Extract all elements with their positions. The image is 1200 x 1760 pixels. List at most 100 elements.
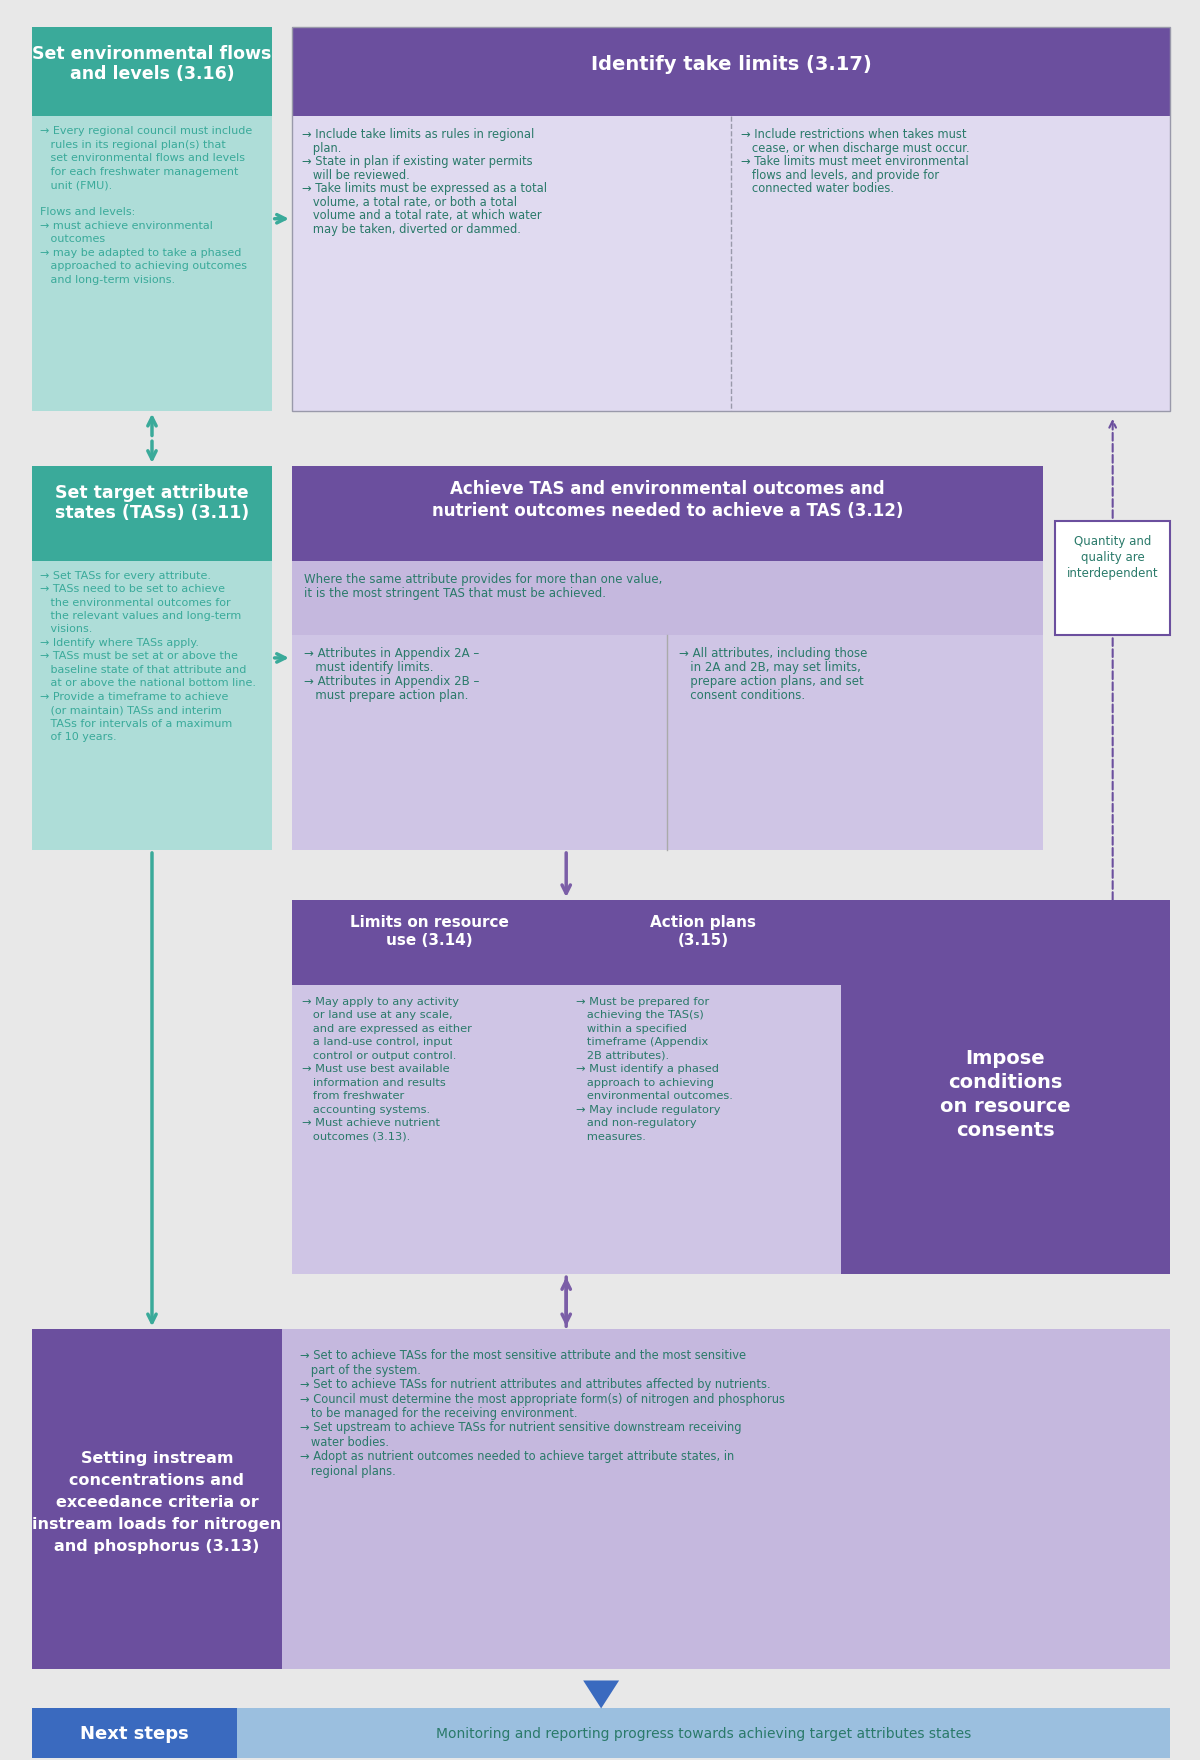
Text: Identify take limits (3.17): Identify take limits (3.17) — [590, 55, 871, 74]
Text: prepare action plans, and set: prepare action plans, and set — [679, 676, 864, 688]
Text: Quantity and: Quantity and — [1074, 535, 1151, 547]
Text: unit (FMU).: unit (FMU). — [41, 180, 113, 190]
Text: → All attributes, including those: → All attributes, including those — [679, 648, 868, 660]
Text: instream loads for nitrogen: instream loads for nitrogen — [32, 1517, 282, 1533]
Bar — [841, 899, 1170, 1274]
Text: → TASs must be set at or above the: → TASs must be set at or above the — [41, 651, 238, 662]
Text: → Council must determine the most appropriate form(s) of nitrogen and phosphorus: → Council must determine the most approp… — [300, 1392, 785, 1406]
Text: → Set to achieve TASs for nutrient attributes and attributes affected by nutrien: → Set to achieve TASs for nutrient attri… — [300, 1378, 770, 1390]
Text: environmental outcomes.: environmental outcomes. — [576, 1091, 733, 1102]
Text: achieving the TAS(s): achieving the TAS(s) — [576, 1010, 704, 1021]
Text: approach to achieving: approach to achieving — [576, 1077, 714, 1088]
Bar — [236, 1709, 1170, 1760]
Text: → May apply to any activity: → May apply to any activity — [301, 996, 458, 1007]
Text: water bodies.: water bodies. — [300, 1436, 389, 1448]
Text: or land use at any scale,: or land use at any scale, — [301, 1010, 452, 1021]
Text: of 10 years.: of 10 years. — [41, 732, 116, 743]
Text: 2B attributes).: 2B attributes). — [576, 1051, 670, 1061]
Text: Achieve TAS and environmental outcomes and: Achieve TAS and environmental outcomes a… — [450, 480, 884, 498]
Text: Impose: Impose — [966, 1049, 1045, 1068]
Bar — [292, 899, 566, 986]
Text: exceedance criteria or: exceedance criteria or — [55, 1496, 258, 1510]
Text: → Must identify a phased: → Must identify a phased — [576, 1065, 719, 1074]
Text: and levels (3.16): and levels (3.16) — [70, 65, 234, 83]
Text: to be managed for the receiving environment.: to be managed for the receiving environm… — [300, 1406, 577, 1420]
Bar — [292, 561, 1043, 635]
Text: → Attributes in Appendix 2A –: → Attributes in Appendix 2A – — [304, 648, 479, 660]
Text: it is the most stringent TAS that must be achieved.: it is the most stringent TAS that must b… — [304, 586, 606, 600]
Text: Where the same attribute provides for more than one value,: Where the same attribute provides for mo… — [304, 572, 662, 586]
Text: Limits on resource: Limits on resource — [349, 915, 509, 929]
Text: → May include regulatory: → May include regulatory — [576, 1105, 721, 1114]
Text: nutrient outcomes needed to achieve a TAS (3.12): nutrient outcomes needed to achieve a TA… — [432, 502, 904, 519]
Text: → Attributes in Appendix 2B –: → Attributes in Appendix 2B – — [304, 676, 479, 688]
Text: Set environmental flows: Set environmental flows — [32, 44, 271, 63]
Text: the environmental outcomes for: the environmental outcomes for — [41, 598, 230, 607]
Text: will be reviewed.: will be reviewed. — [301, 169, 409, 181]
Bar — [32, 466, 271, 561]
Text: timeframe (Appendix: timeframe (Appendix — [576, 1037, 708, 1047]
Bar — [32, 116, 271, 410]
Text: → Adopt as nutrient outcomes needed to achieve target attribute states, in: → Adopt as nutrient outcomes needed to a… — [300, 1450, 734, 1463]
Text: → Must be prepared for: → Must be prepared for — [576, 996, 709, 1007]
Text: approached to achieving outcomes: approached to achieving outcomes — [41, 260, 247, 271]
Text: Monitoring and reporting progress towards achieving target attributes states: Monitoring and reporting progress toward… — [436, 1727, 971, 1741]
Bar — [566, 899, 841, 986]
Bar — [32, 1709, 236, 1760]
Text: cease, or when discharge must occur.: cease, or when discharge must occur. — [740, 143, 970, 155]
Text: → Include take limits as rules in regional: → Include take limits as rules in region… — [301, 128, 534, 141]
Text: quality are: quality are — [1081, 551, 1145, 563]
Text: in 2A and 2B, may set limits,: in 2A and 2B, may set limits, — [679, 662, 860, 674]
Text: at or above the national bottom line.: at or above the national bottom line. — [41, 678, 257, 688]
Text: volume and a total rate, at which water: volume and a total rate, at which water — [301, 209, 541, 222]
Text: baseline state of that attribute and: baseline state of that attribute and — [41, 665, 246, 674]
Text: Setting instream: Setting instream — [80, 1452, 233, 1466]
Text: and phosphorus (3.13): and phosphorus (3.13) — [54, 1540, 259, 1554]
Text: → Identify where TASs apply.: → Identify where TASs apply. — [41, 637, 199, 648]
Bar — [292, 466, 1043, 561]
Text: part of the system.: part of the system. — [300, 1364, 420, 1376]
Bar — [566, 986, 841, 1274]
Text: → Include restrictions when takes must: → Include restrictions when takes must — [740, 128, 966, 141]
Text: use (3.14): use (3.14) — [385, 933, 473, 949]
Polygon shape — [583, 1681, 619, 1709]
Text: and non-regulatory: and non-regulatory — [576, 1118, 697, 1128]
Text: (3.15): (3.15) — [678, 933, 730, 949]
Text: Next steps: Next steps — [80, 1725, 188, 1744]
Bar — [32, 1329, 282, 1668]
Text: (or maintain) TASs and interim: (or maintain) TASs and interim — [41, 706, 222, 715]
Text: → Must use best available: → Must use best available — [301, 1065, 449, 1074]
Bar — [292, 26, 1170, 116]
Bar — [292, 986, 566, 1274]
Bar — [292, 26, 1170, 410]
Text: → State in plan if existing water permits: → State in plan if existing water permit… — [301, 155, 533, 169]
Text: may be taken, diverted or dammed.: may be taken, diverted or dammed. — [301, 224, 521, 236]
Text: Set target attribute: Set target attribute — [55, 484, 248, 502]
Bar — [32, 26, 271, 116]
Text: must prepare action plan.: must prepare action plan. — [304, 690, 468, 702]
Text: → Take limits must be expressed as a total: → Take limits must be expressed as a tot… — [301, 183, 547, 195]
Bar — [32, 1329, 1170, 1668]
Text: must identify limits.: must identify limits. — [304, 662, 433, 674]
Bar — [1055, 521, 1170, 635]
Text: within a specified: within a specified — [576, 1024, 688, 1033]
Bar — [292, 116, 1170, 410]
Text: accounting systems.: accounting systems. — [301, 1105, 430, 1114]
Text: outcomes: outcomes — [41, 234, 106, 245]
Text: → may be adapted to take a phased: → may be adapted to take a phased — [41, 248, 241, 257]
Text: consents: consents — [956, 1121, 1055, 1140]
Text: control or output control.: control or output control. — [301, 1051, 456, 1061]
Text: → Provide a timeframe to achieve: → Provide a timeframe to achieve — [41, 692, 228, 702]
Text: → Set TASs for every attribute.: → Set TASs for every attribute. — [41, 570, 211, 581]
Text: from freshwater: from freshwater — [301, 1091, 404, 1102]
Bar — [292, 635, 1043, 850]
Text: information and results: information and results — [301, 1077, 445, 1088]
Text: outcomes (3.13).: outcomes (3.13). — [301, 1132, 410, 1142]
Text: for each freshwater management: for each freshwater management — [41, 167, 239, 176]
Text: → TASs need to be set to achieve: → TASs need to be set to achieve — [41, 584, 226, 595]
Text: → Set to achieve TASs for the most sensitive attribute and the most sensitive: → Set to achieve TASs for the most sensi… — [300, 1350, 746, 1362]
Text: regional plans.: regional plans. — [300, 1464, 396, 1478]
Text: connected water bodies.: connected water bodies. — [740, 183, 894, 195]
Text: → Every regional council must include: → Every regional council must include — [41, 127, 252, 137]
Bar — [32, 561, 271, 850]
